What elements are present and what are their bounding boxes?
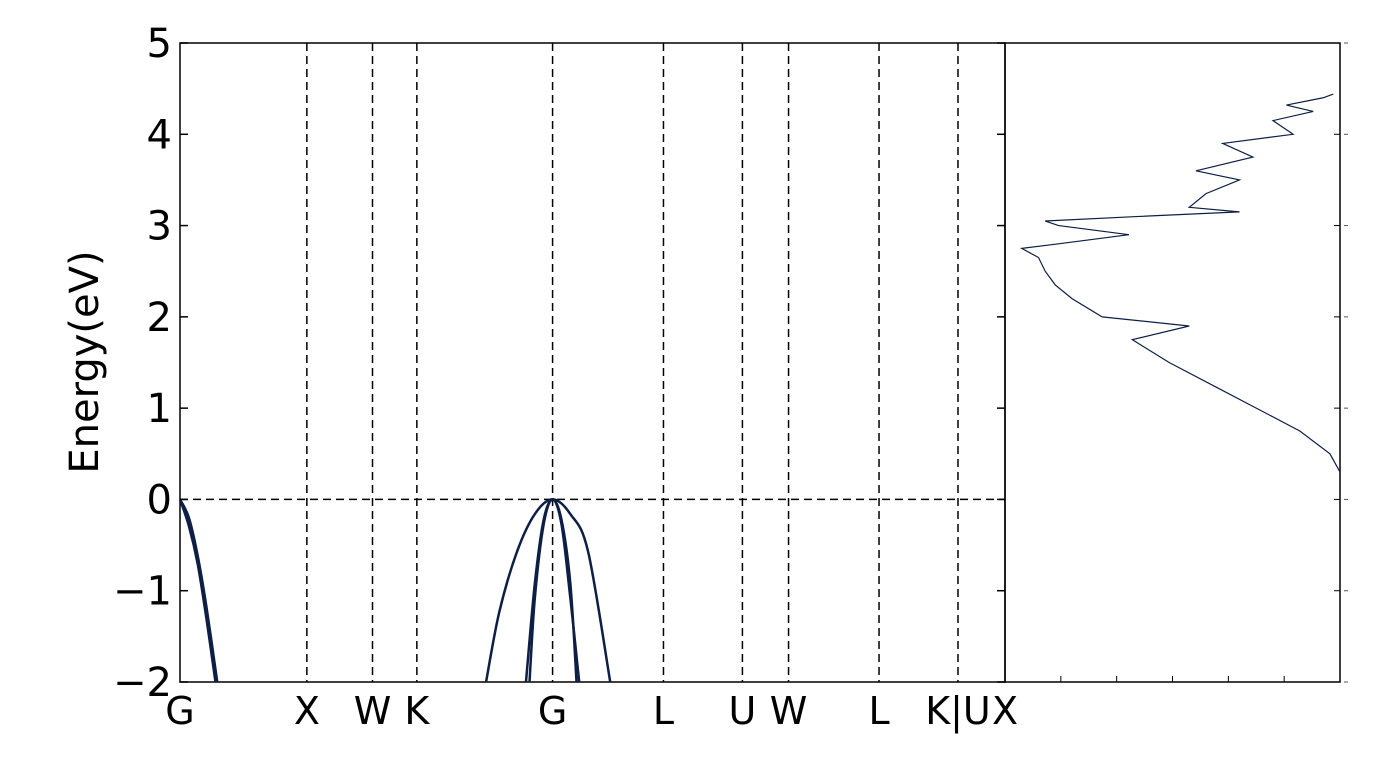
dos-panel xyxy=(1004,42,1348,683)
y-tick-label: 4 xyxy=(147,112,172,158)
x-kpoint-label: G xyxy=(538,689,567,733)
y-tick-label: 3 xyxy=(147,204,172,250)
x-kpoint-label: L xyxy=(868,689,889,733)
band-curves xyxy=(178,498,612,683)
x-kpoint-label: X xyxy=(294,689,320,733)
y-tick-label: −2 xyxy=(113,660,172,706)
x-kpoint-label: U xyxy=(729,689,757,733)
x-kpoint-label: W xyxy=(354,689,392,733)
band-curve xyxy=(528,498,581,683)
kpoint-divider-lines xyxy=(306,43,959,682)
x-kpoint-label: G xyxy=(165,689,194,733)
x-axis-kpoint-labels: G X W K G L U W L K|U X xyxy=(165,689,1018,734)
y-tick-label: 2 xyxy=(147,295,172,341)
y-tick-label: 1 xyxy=(147,386,172,432)
x-kpoint-label: K|U xyxy=(925,689,991,734)
y-tick-label: 0 xyxy=(147,477,172,523)
y-tick-label: 5 xyxy=(147,21,172,67)
band-curve xyxy=(178,499,217,683)
x-kpoint-label: W xyxy=(770,689,808,733)
dos-curve-line xyxy=(1019,93,1341,473)
x-kpoint-label: K xyxy=(404,689,430,733)
dos-plot-frame xyxy=(1004,42,1341,683)
dos-curves xyxy=(1019,93,1341,473)
band-plot-frame xyxy=(179,42,1006,683)
y-axis-ticks: 5 4 3 2 1 0 −2 −1 xyxy=(113,21,1005,706)
x-kpoint-label: L xyxy=(653,689,674,733)
band-curve xyxy=(484,498,612,683)
band-curve xyxy=(178,498,219,683)
y-tick-label: −1 xyxy=(113,569,172,615)
y-axis-label: Energy(eV) xyxy=(62,250,108,473)
x-kpoint-label: X xyxy=(992,689,1018,733)
dos-axis-ticks xyxy=(1060,42,1348,683)
